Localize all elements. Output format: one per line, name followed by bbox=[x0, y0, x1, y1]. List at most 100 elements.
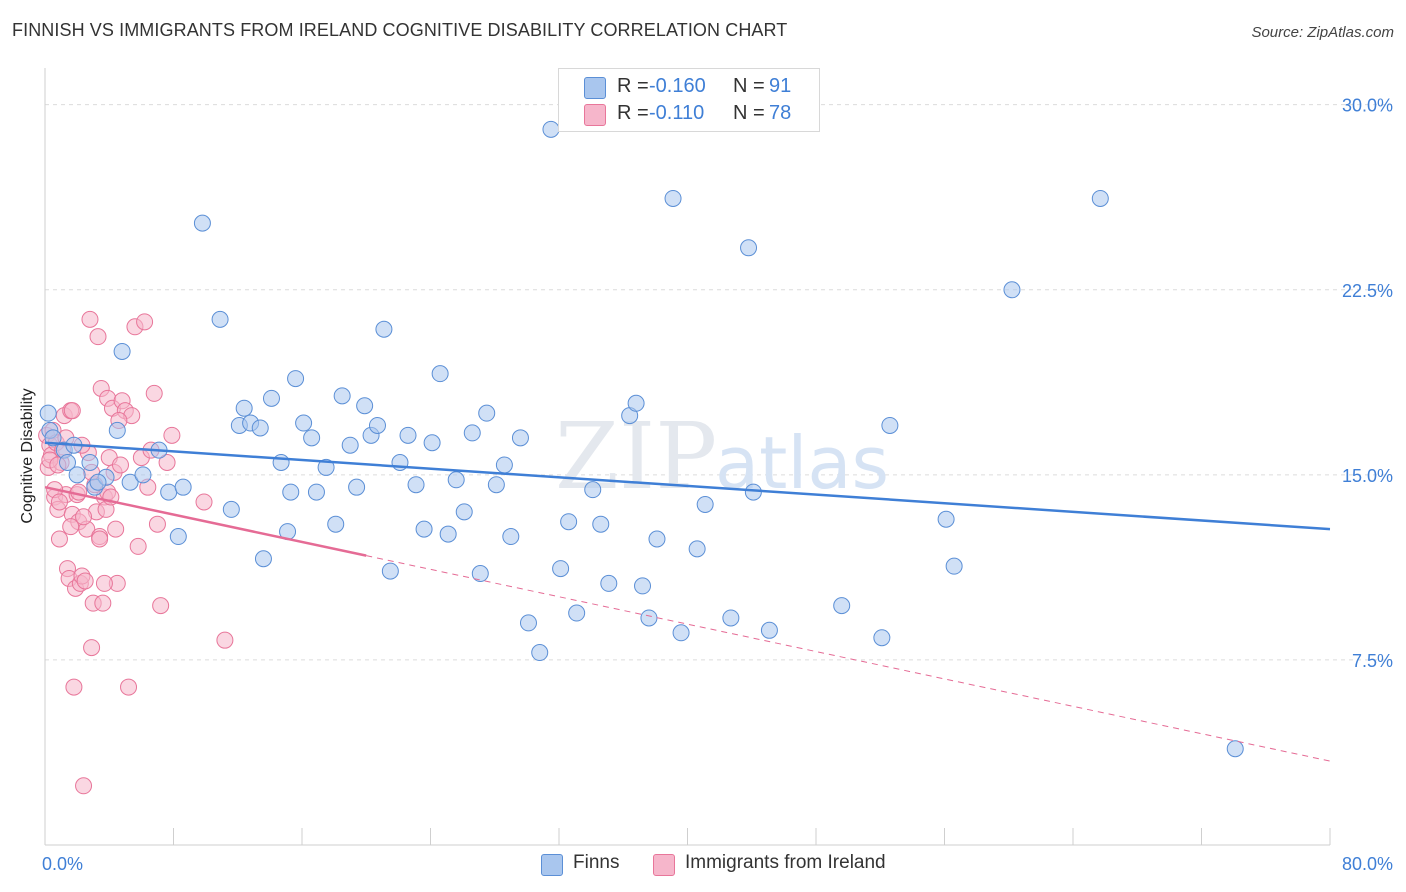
finns-point bbox=[303, 429, 321, 447]
y-tick-label: 22.5% bbox=[1342, 281, 1393, 301]
finns-point bbox=[431, 365, 449, 383]
ireland-point bbox=[148, 515, 166, 533]
finns-point bbox=[134, 466, 152, 484]
ireland-point bbox=[95, 574, 113, 592]
ireland-point bbox=[163, 426, 181, 444]
finns-point bbox=[722, 609, 740, 627]
r-label: R = bbox=[617, 102, 649, 124]
ireland-point bbox=[76, 572, 94, 590]
finns-point bbox=[495, 456, 513, 474]
ireland-legend-swatch bbox=[653, 854, 675, 876]
series-finns bbox=[39, 120, 1244, 758]
finns-point bbox=[68, 466, 86, 484]
finns-point bbox=[592, 515, 610, 533]
finns-point bbox=[287, 370, 305, 388]
ireland-point bbox=[129, 537, 147, 555]
finns-point bbox=[1226, 740, 1244, 758]
finns-point bbox=[81, 454, 99, 471]
ireland-point bbox=[111, 456, 129, 474]
finns-point bbox=[211, 310, 229, 328]
source-label: Source: ZipAtlas.com bbox=[1251, 24, 1394, 41]
ireland-point bbox=[158, 454, 176, 471]
ireland-point bbox=[83, 639, 101, 657]
finns-point bbox=[463, 424, 481, 442]
finns-point bbox=[108, 421, 126, 439]
ireland-point bbox=[63, 402, 81, 420]
legend-label: Finns bbox=[573, 852, 620, 873]
ireland-trend-line bbox=[44, 485, 367, 557]
y-tick-label: 7.5% bbox=[1352, 651, 1393, 671]
stats-box: R = -0.160 N = 91 R = -0.110 N = 78 bbox=[558, 68, 820, 132]
finns-point bbox=[282, 483, 300, 501]
finns-point bbox=[174, 478, 192, 496]
finns-point bbox=[487, 476, 505, 494]
finns-point bbox=[356, 397, 374, 415]
ireland-point bbox=[75, 777, 93, 795]
r-value: -0.160 bbox=[649, 75, 706, 97]
finns-point bbox=[519, 614, 537, 632]
trend-lines bbox=[44, 441, 1331, 762]
finns-point bbox=[511, 429, 529, 447]
r-label: R = bbox=[617, 75, 649, 97]
finns-point bbox=[295, 414, 313, 432]
finns-point bbox=[222, 500, 240, 518]
ireland-point bbox=[81, 310, 99, 328]
finns-point bbox=[478, 404, 496, 422]
finns-point bbox=[375, 320, 393, 338]
finns-point bbox=[881, 416, 899, 434]
finns-point bbox=[634, 577, 652, 595]
finns-point bbox=[272, 454, 290, 471]
finns-point bbox=[744, 483, 762, 501]
finns-point bbox=[1091, 189, 1109, 207]
finns-point bbox=[600, 574, 618, 592]
ireland-swatch bbox=[584, 104, 606, 126]
x-tick-label: 0.0% bbox=[42, 854, 83, 874]
finns-point bbox=[407, 476, 425, 494]
finns-point bbox=[740, 239, 758, 257]
finns-point bbox=[348, 478, 366, 496]
finns-point bbox=[627, 394, 645, 412]
ireland-point bbox=[65, 678, 83, 696]
finns-point bbox=[1003, 281, 1021, 299]
finns-point bbox=[368, 416, 386, 434]
n-label: N = bbox=[733, 102, 765, 124]
finns-point bbox=[439, 525, 457, 543]
finns-point bbox=[873, 629, 891, 647]
finns-point bbox=[121, 473, 139, 491]
n-value: 91 bbox=[769, 75, 792, 97]
ireland-point bbox=[195, 493, 213, 511]
finns-point bbox=[471, 565, 489, 583]
finns-point bbox=[39, 404, 57, 422]
finns-point bbox=[251, 419, 269, 437]
r-value: -0.110 bbox=[649, 102, 705, 124]
finns-point bbox=[688, 540, 706, 558]
finns-point bbox=[58, 454, 76, 471]
finns-point bbox=[502, 528, 520, 546]
y-axis-label: Cognitive Disability bbox=[19, 388, 36, 524]
finns-point bbox=[760, 621, 778, 639]
finns-point bbox=[160, 483, 178, 501]
chart-title: FINNISH VS IMMIGRANTS FROM IRELAND COGNI… bbox=[12, 20, 788, 40]
finns-point bbox=[317, 458, 335, 476]
finns-point bbox=[584, 481, 602, 499]
ireland-point bbox=[75, 508, 93, 526]
finns-point bbox=[568, 604, 586, 622]
watermark-atlas: atlas bbox=[715, 421, 889, 505]
ireland-point bbox=[120, 678, 138, 696]
finns-point bbox=[307, 483, 325, 501]
finns-legend-swatch bbox=[541, 854, 563, 876]
x-tick-label: 80.0% bbox=[1342, 854, 1393, 874]
finns-point bbox=[552, 560, 570, 578]
finns-point bbox=[169, 528, 187, 546]
finns-point bbox=[415, 520, 433, 538]
finns-point bbox=[542, 120, 560, 138]
ireland-point bbox=[94, 594, 112, 612]
finns-point bbox=[937, 510, 955, 528]
ireland-point bbox=[91, 530, 109, 548]
finns-point bbox=[89, 473, 107, 491]
ireland-point bbox=[50, 530, 68, 548]
finns-point bbox=[341, 436, 359, 454]
finns-point bbox=[193, 214, 211, 232]
ireland-point bbox=[107, 520, 125, 538]
